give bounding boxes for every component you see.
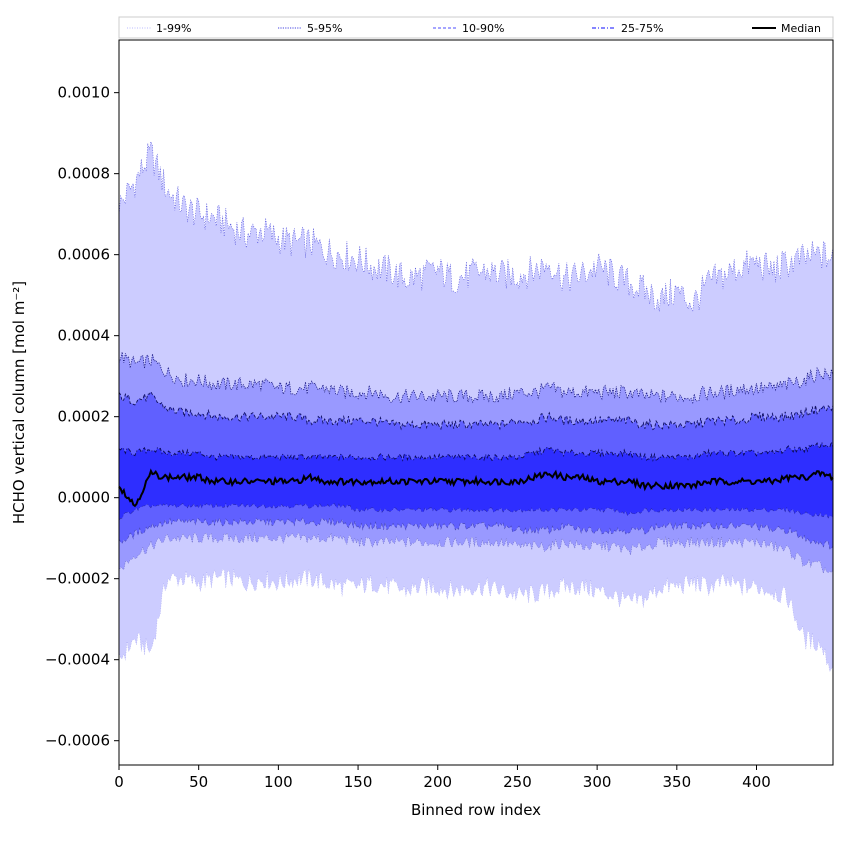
- x-axis-ticks: 0 50 100 150 200 250 300 350 400: [114, 765, 771, 791]
- band-lower-line-5-95%: [118, 531, 834, 575]
- legend-entry-label: 5-95%: [307, 22, 342, 35]
- band-lower-line-10-90%: [118, 517, 834, 550]
- y-tick-label: 0.0008: [58, 165, 111, 183]
- band-upper-line-5-95%: [118, 351, 834, 405]
- y-tick-label: 0.0010: [58, 84, 111, 102]
- legend: 1-99% 5-95% 10-90% 25-75% Median: [118, 16, 834, 39]
- y-tick-label: −0.0004: [45, 651, 110, 669]
- y-tick-label: −0.0006: [45, 732, 110, 750]
- x-tick-label: 200: [423, 773, 452, 791]
- x-tick-label: 400: [742, 773, 771, 791]
- x-axis-label: Binned row index: [411, 801, 541, 819]
- legend-entry-label: 25-75%: [621, 22, 663, 35]
- x-tick-label: 100: [264, 773, 293, 791]
- x-tick-label: 350: [662, 773, 691, 791]
- y-tick-label: 0.0000: [58, 489, 111, 507]
- band-upper-line-1-99%: [118, 140, 834, 312]
- legend-entry-label: 10-90%: [462, 22, 504, 35]
- percentile-bands: [119, 141, 833, 672]
- y-axis-ticks: −0.0006 −0.0004 −0.0002 0.0000 0.0002 0.0004 0…: [45, 84, 119, 750]
- band-upper-line-25-75%: [118, 440, 834, 463]
- y-axis-label: HCHO vertical column [mol m⁻²]: [10, 281, 28, 524]
- legend-box: [118, 16, 834, 39]
- legend-entry-label: Median: [781, 22, 821, 35]
- legend-entry-label: 1-99%: [156, 22, 191, 35]
- x-tick-label: 250: [503, 773, 532, 791]
- x-tick-label: 0: [114, 773, 124, 791]
- x-tick-label: 150: [344, 773, 373, 791]
- x-tick-label: 300: [583, 773, 612, 791]
- median-line: [118, 468, 834, 508]
- percentile-lines: [118, 140, 834, 673]
- band-lower-line-1-99%: [118, 569, 834, 673]
- y-tick-label: 0.0006: [58, 246, 111, 264]
- y-tick-label: −0.0002: [45, 570, 110, 588]
- band-lower-line-25-75%: [118, 502, 834, 521]
- plot-frame: [118, 39, 834, 766]
- y-tick-label: 0.0002: [58, 408, 111, 426]
- x-tick-label: 50: [189, 773, 208, 791]
- y-tick-label: 0.0004: [58, 327, 111, 345]
